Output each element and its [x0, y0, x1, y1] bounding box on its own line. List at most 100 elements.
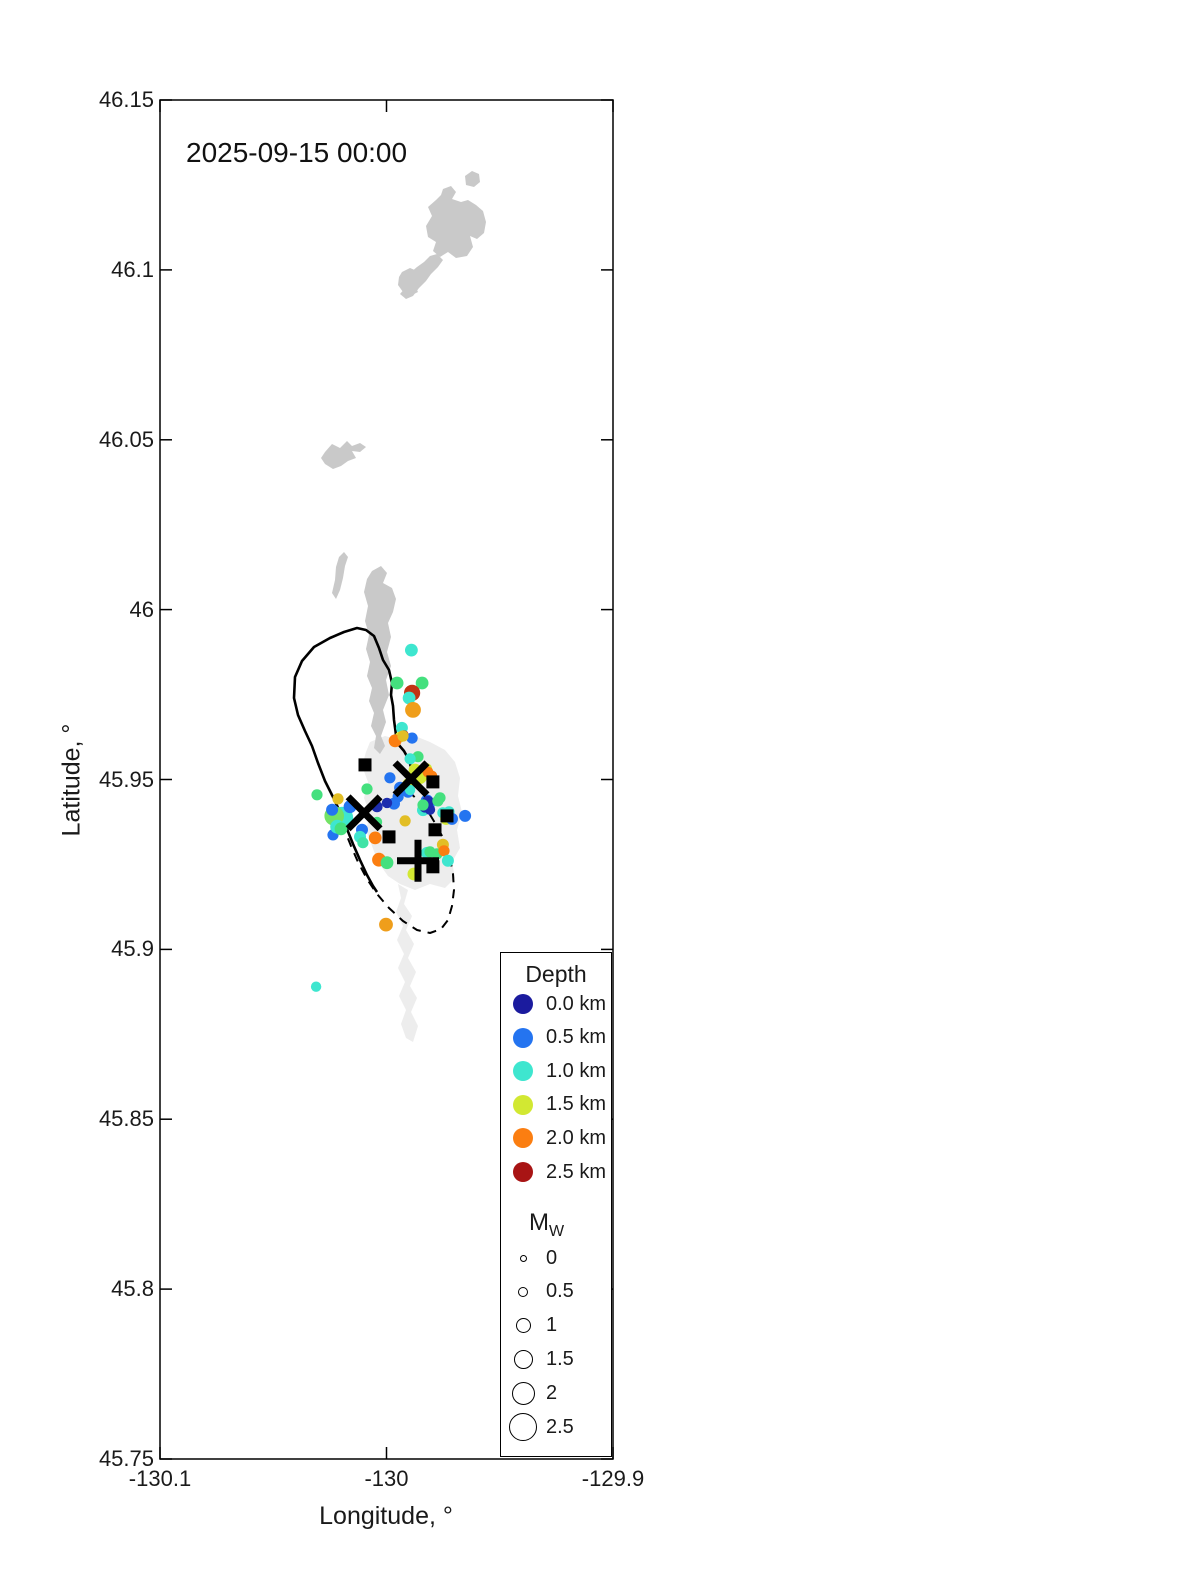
depth-color-swatch — [513, 1027, 533, 1048]
y-tick-label: 45.8 — [111, 1276, 154, 1302]
y-tick-label: 46.05 — [98, 426, 154, 452]
mw-swatch-wrap — [501, 1381, 545, 1405]
event-dot — [432, 795, 444, 807]
square-marker — [428, 823, 442, 837]
mw-size-swatch — [519, 1254, 527, 1262]
mw-size-swatch — [518, 1286, 528, 1297]
legend-magnitude-item: 2 — [501, 1380, 611, 1406]
depth-item-label: 1.5 km — [546, 1093, 607, 1116]
event-dot — [357, 837, 369, 849]
legend-magnitude-item: 1 — [501, 1313, 611, 1339]
event-dot — [404, 784, 416, 796]
x-marker — [345, 794, 383, 832]
event-dot — [406, 732, 418, 744]
depth-color-swatch — [513, 994, 533, 1014]
lava-flow-light — [396, 884, 418, 1042]
x-tick-label: -129.9 — [581, 1466, 645, 1491]
event-dot — [405, 643, 418, 657]
lava-flow — [364, 566, 396, 754]
square-marker — [440, 809, 454, 823]
event-dot — [417, 799, 429, 811]
x-tick-label: -130.1 — [128, 1466, 192, 1491]
legend-magnitude-title: MW — [529, 1209, 564, 1241]
depth-swatch-wrap — [501, 1094, 545, 1115]
square-marker — [382, 830, 396, 844]
depth-swatch-wrap — [501, 994, 545, 1014]
lava-flow — [332, 552, 348, 599]
mw-swatch-wrap — [501, 1286, 545, 1297]
lava-flow — [426, 186, 486, 258]
y-tick-label: 46.1 — [111, 256, 154, 282]
mw-size-swatch — [513, 1349, 533, 1369]
mw-item-label: 1.5 — [546, 1347, 574, 1370]
legend-magnitude-item: 0 — [501, 1245, 611, 1271]
mw-swatch-wrap — [501, 1349, 545, 1369]
mw-size-swatch — [509, 1413, 537, 1441]
date-label: 2025-09-15 00:00 — [186, 137, 408, 168]
mw-item-label: 1 — [546, 1314, 558, 1337]
event-dot — [438, 845, 450, 857]
event-dot — [390, 676, 404, 690]
event-dot — [384, 772, 396, 784]
event-dot — [405, 702, 421, 718]
depth-item-label: 1.0 km — [546, 1059, 607, 1082]
lava-flow — [321, 441, 366, 469]
event-dot — [311, 789, 323, 801]
event-dot — [415, 676, 429, 690]
y-tick-label: 45.95 — [98, 766, 154, 792]
legend-magnitude-item: 2.5 — [501, 1413, 611, 1441]
event-dot — [310, 981, 322, 992]
depth-item-label: 2.5 km — [546, 1160, 607, 1183]
event-dot — [334, 822, 348, 836]
x-marker — [392, 760, 430, 798]
depth-color-swatch — [513, 1162, 533, 1182]
square-marker — [358, 758, 372, 772]
square-marker — [426, 775, 440, 789]
event-dot — [402, 691, 416, 705]
lava-flow — [465, 171, 480, 187]
event-dot — [326, 803, 339, 816]
legend-depth-title: Depth — [525, 961, 587, 987]
legend-depth-item: 1.5 km — [501, 1092, 611, 1118]
plus-marker — [397, 839, 439, 882]
event-dot — [397, 730, 409, 742]
mw-swatch-wrap — [501, 1413, 545, 1441]
mw-title-sub: W — [549, 1222, 565, 1240]
legend-depth-item: 1.0 km — [501, 1058, 611, 1084]
depth-color-swatch — [513, 1128, 533, 1149]
y-tick-label: 45.75 — [98, 1446, 154, 1471]
mw-item-label: 2 — [546, 1381, 558, 1404]
event-dot — [459, 809, 472, 822]
event-dot — [380, 856, 394, 870]
depth-swatch-wrap — [501, 1061, 545, 1082]
depth-color-swatch — [513, 1094, 533, 1115]
lava-flow — [398, 268, 420, 296]
x-axis-label: Longitude, ° — [319, 1502, 453, 1530]
mw-size-swatch — [511, 1381, 535, 1405]
y-tick-label: 46 — [129, 596, 154, 622]
event-dot — [368, 831, 382, 845]
x-tick-label: -130 — [364, 1466, 409, 1491]
mw-swatch-wrap — [501, 1318, 545, 1334]
depth-swatch-wrap — [501, 1027, 545, 1048]
y-tick-label: 46.15 — [98, 87, 154, 112]
mw-title-main: M — [529, 1209, 549, 1236]
legend-depth-item: 0.0 km — [501, 991, 611, 1017]
depth-swatch-wrap — [501, 1162, 545, 1182]
depth-swatch-wrap — [501, 1128, 545, 1149]
mw-item-label: 0.5 — [546, 1280, 574, 1303]
legend-depth-item: 0.5 km — [501, 1025, 611, 1051]
event-dot — [404, 753, 416, 765]
y-tick-label: 45.85 — [98, 1106, 154, 1132]
mw-item-label: 0 — [546, 1246, 558, 1269]
depth-item-label: 0.0 km — [546, 992, 607, 1015]
event-dot — [441, 854, 454, 867]
y-tick-label: 45.9 — [111, 936, 154, 962]
event-dot — [332, 793, 344, 805]
legend-depth-item: 2.5 km — [501, 1159, 611, 1185]
depth-color-swatch — [513, 1061, 533, 1082]
mw-size-swatch — [515, 1318, 531, 1334]
event-dot — [379, 917, 393, 932]
